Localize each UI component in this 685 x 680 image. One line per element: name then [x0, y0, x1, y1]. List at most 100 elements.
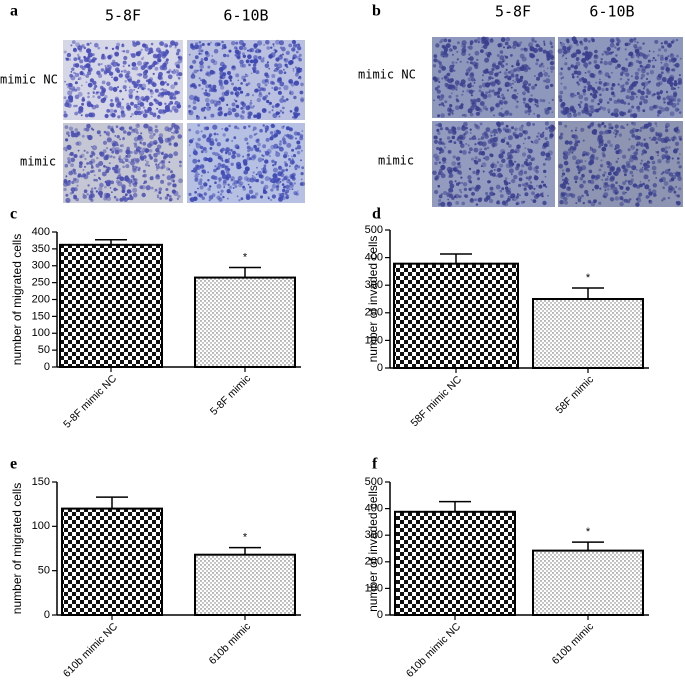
cell: [628, 103, 631, 106]
cell: [139, 185, 143, 189]
cell: [264, 172, 266, 174]
cell: [529, 185, 534, 190]
cell: [129, 89, 134, 94]
cell: [265, 40, 270, 45]
cell: [255, 50, 258, 53]
cell: [146, 110, 149, 113]
cell: [249, 186, 252, 189]
cell: [207, 188, 210, 191]
cell: [81, 85, 83, 87]
cell: [678, 136, 681, 139]
x-tick-label: 610b mimic: [207, 621, 253, 667]
cell: [662, 46, 664, 48]
cell: [204, 127, 208, 131]
cell: [149, 149, 153, 153]
cell: [162, 151, 164, 153]
cell: [142, 193, 146, 197]
cell: [300, 159, 302, 161]
cell: [559, 99, 562, 102]
cell: [566, 168, 571, 173]
cell: [601, 88, 604, 91]
cell: [301, 179, 303, 181]
cell: [270, 199, 272, 201]
cell: [172, 190, 176, 194]
row-label: mimic: [20, 155, 56, 169]
cell: [247, 153, 250, 156]
cell: [63, 188, 66, 191]
cell: [174, 44, 176, 46]
cell: [177, 134, 182, 139]
cell: [545, 121, 549, 125]
cell: [153, 61, 157, 65]
cell: [127, 79, 129, 81]
cell: [464, 188, 467, 191]
cell: [655, 132, 657, 134]
cell: [610, 187, 613, 190]
cell: [284, 71, 287, 74]
cell: [301, 166, 304, 169]
cell: [501, 64, 504, 67]
cell: [106, 166, 108, 168]
cell: [455, 201, 459, 205]
y-tick-label: 500: [365, 476, 383, 488]
cell: [119, 90, 122, 93]
cell: [594, 185, 599, 190]
cell: [545, 137, 548, 140]
cell: [463, 182, 467, 186]
cell: [263, 124, 265, 126]
cell: [204, 192, 207, 195]
cell: [137, 111, 141, 115]
cell: [200, 69, 203, 72]
cell: [586, 81, 590, 85]
cell: [488, 76, 492, 80]
cell: [178, 59, 183, 64]
cell: [91, 159, 96, 164]
y-tick-label: 400: [365, 252, 383, 264]
cell: [475, 106, 480, 111]
cell: [653, 51, 655, 53]
cell: [670, 85, 672, 87]
cell: [174, 142, 179, 147]
cell: [624, 199, 628, 203]
cell: [583, 180, 586, 183]
cell: [283, 69, 285, 71]
cell: [590, 93, 593, 96]
cell: [613, 59, 617, 63]
y-tick-label: 50: [38, 344, 50, 356]
cell: [592, 39, 595, 42]
cell: [509, 113, 512, 116]
cell: [68, 135, 70, 137]
cell: [539, 64, 542, 67]
cell: [542, 65, 544, 67]
cell: [233, 87, 238, 92]
cell: [221, 164, 225, 168]
cell: [629, 38, 633, 42]
cell: [498, 129, 502, 133]
cell: [450, 78, 454, 82]
cell: [221, 96, 225, 100]
cell: [204, 57, 208, 61]
cell: [524, 48, 528, 52]
cell: [521, 164, 524, 167]
cell: [113, 77, 118, 82]
cell: [477, 142, 480, 145]
cell: [484, 198, 488, 202]
cell: [265, 128, 269, 132]
cell: [210, 147, 213, 150]
cell: [447, 202, 452, 207]
cell: [532, 123, 535, 126]
cell: [72, 87, 75, 90]
cell: [241, 197, 244, 200]
cell: [174, 103, 176, 105]
cell: [494, 92, 498, 96]
cell: [479, 89, 482, 92]
cell: [543, 70, 545, 72]
cell: [564, 125, 567, 128]
cell: [454, 195, 457, 198]
x-tick-label: 610b mimic NC: [404, 620, 464, 680]
cell: [253, 171, 255, 173]
cell: [238, 199, 240, 201]
cell: [117, 115, 120, 118]
cell: [562, 169, 564, 171]
cell: [549, 128, 554, 133]
